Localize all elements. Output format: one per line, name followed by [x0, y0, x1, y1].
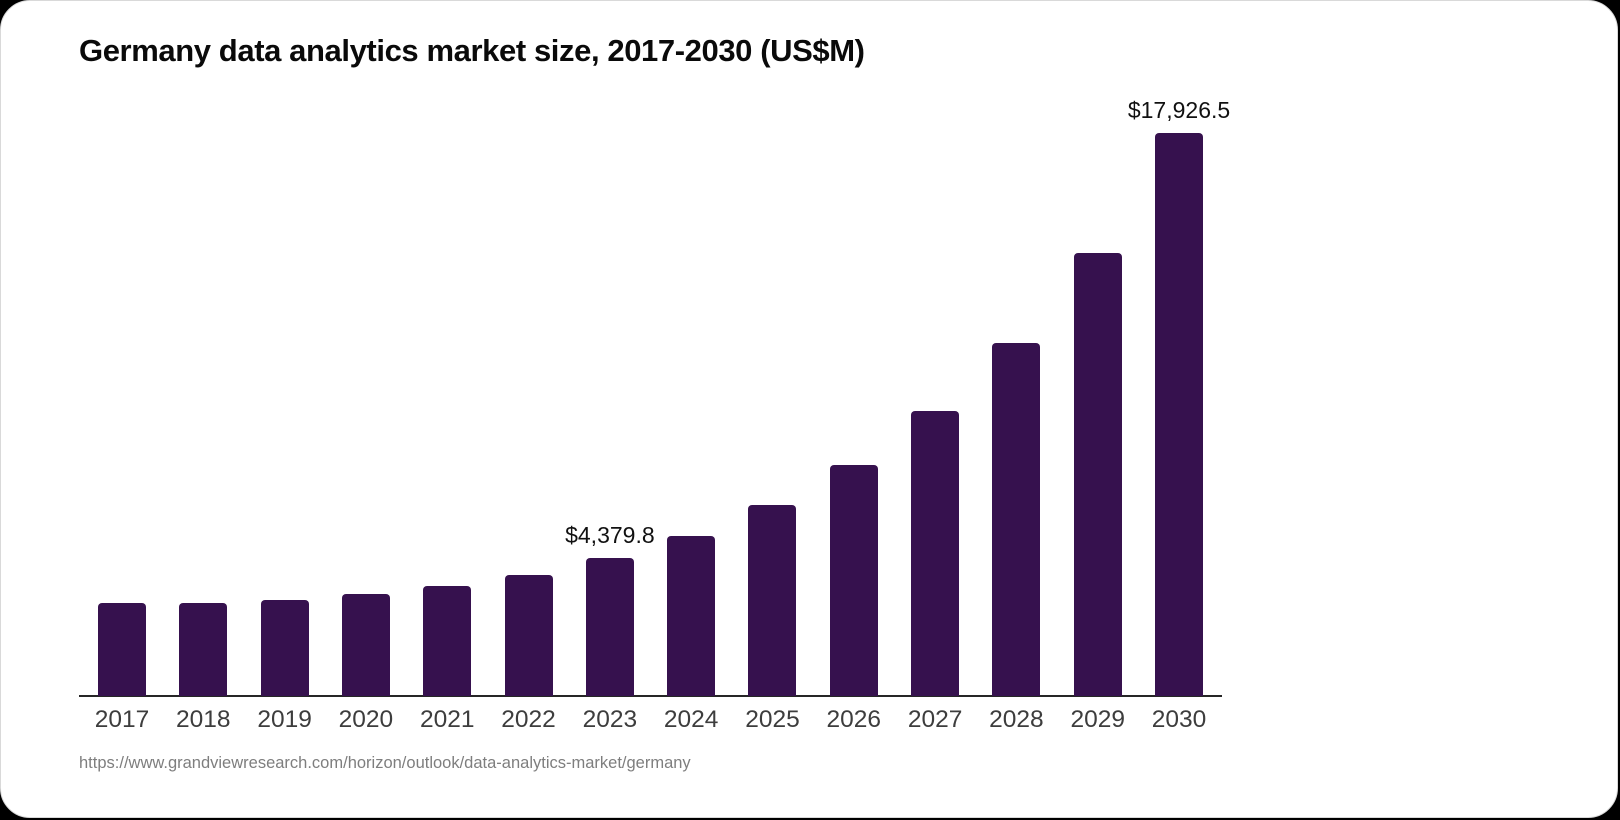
x-tick-2024: 2024	[663, 706, 719, 733]
bar-2021[interactable]	[423, 586, 472, 696]
x-tick-2019: 2019	[257, 706, 312, 733]
x-tick-2022: 2022	[501, 706, 556, 733]
x-tick-2029: 2029	[1070, 706, 1125, 733]
x-axis-line	[79, 695, 1222, 697]
bar-2029[interactable]	[1073, 253, 1122, 696]
bar-2024[interactable]	[667, 536, 716, 696]
x-tick-2018: 2018	[176, 706, 231, 733]
bar-2027[interactable]	[911, 411, 960, 696]
bar-2028[interactable]	[992, 342, 1041, 696]
bar-2030[interactable]	[1155, 133, 1204, 696]
x-tick-2020: 2020	[338, 706, 394, 733]
x-tick-2025: 2025	[745, 706, 800, 733]
chart-title: Germany data analytics market size, 2017…	[79, 33, 865, 68]
x-tick-2028: 2028	[989, 706, 1044, 733]
x-tick-2030: 2030	[1151, 706, 1207, 733]
bar-2022[interactable]	[504, 575, 553, 696]
value-label-2030: $17,926.5	[1127, 97, 1231, 123]
x-tick-2023: 2023	[582, 706, 638, 733]
bar-2017[interactable]	[98, 603, 146, 696]
x-tick-2017: 2017	[94, 706, 150, 733]
x-tick-2021: 2021	[419, 706, 475, 733]
value-label-2023: $4,379.8	[565, 522, 655, 549]
source-url: https://www.grandviewresearch.com/horizo…	[79, 754, 691, 772]
bar-2018[interactable]	[179, 602, 228, 696]
bar-2020[interactable]	[341, 594, 390, 696]
bar-2026[interactable]	[829, 465, 878, 696]
bar-2025[interactable]	[748, 505, 797, 696]
bar-2019[interactable]	[260, 600, 309, 696]
x-tick-2026: 2026	[826, 706, 882, 733]
bar-2023[interactable]	[585, 558, 634, 696]
x-tick-2027: 2027	[907, 706, 963, 733]
